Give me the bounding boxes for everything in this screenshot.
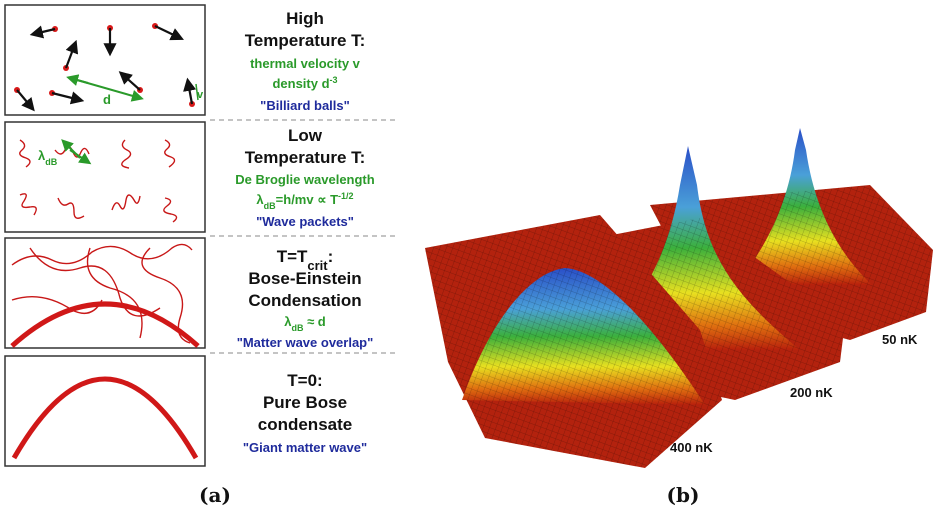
- box: [5, 356, 205, 466]
- temperature-label: 200 nK: [790, 385, 833, 400]
- temperature-label: 50 nK: [882, 332, 918, 347]
- row-title: Temperature T:: [245, 148, 366, 167]
- row-title: Condensation: [248, 291, 361, 310]
- row-quote: "Billiard balls": [260, 98, 350, 113]
- row-quote: "Giant matter wave": [243, 440, 367, 455]
- row-title: Low: [288, 126, 323, 145]
- caption: (a): [199, 483, 231, 507]
- row-quote: "Matter wave overlap": [237, 335, 374, 350]
- row-title: High: [286, 9, 324, 28]
- row-text: De Broglie wavelength: [235, 172, 374, 187]
- row-text: λdB ≈ d: [284, 314, 326, 333]
- row-title: Temperature T:: [245, 31, 366, 50]
- row-text: λdB=h/mv ∝ T-1/2: [256, 191, 353, 211]
- panel-b: 400 nK 200 nK 50 nK (b): [425, 128, 933, 507]
- label: v: [197, 89, 204, 101]
- row-title: T=0:: [287, 371, 322, 390]
- row-quote: "Wave packets": [256, 214, 354, 229]
- row-title: Pure Bose: [263, 393, 347, 412]
- temperature-label: 400 nK: [670, 440, 713, 455]
- row-text: thermal velocity v: [250, 56, 361, 71]
- panel-a: d v λdB High Temperature T: thermal velo…: [5, 5, 395, 507]
- row-text: density d-3: [272, 75, 337, 91]
- caption: (b): [667, 483, 700, 507]
- row-title: Bose-Einstein: [248, 269, 361, 288]
- label: d: [103, 92, 111, 107]
- row-title: condensate: [258, 415, 352, 434]
- figure: d v λdB High Temperature T: thermal velo…: [0, 0, 933, 510]
